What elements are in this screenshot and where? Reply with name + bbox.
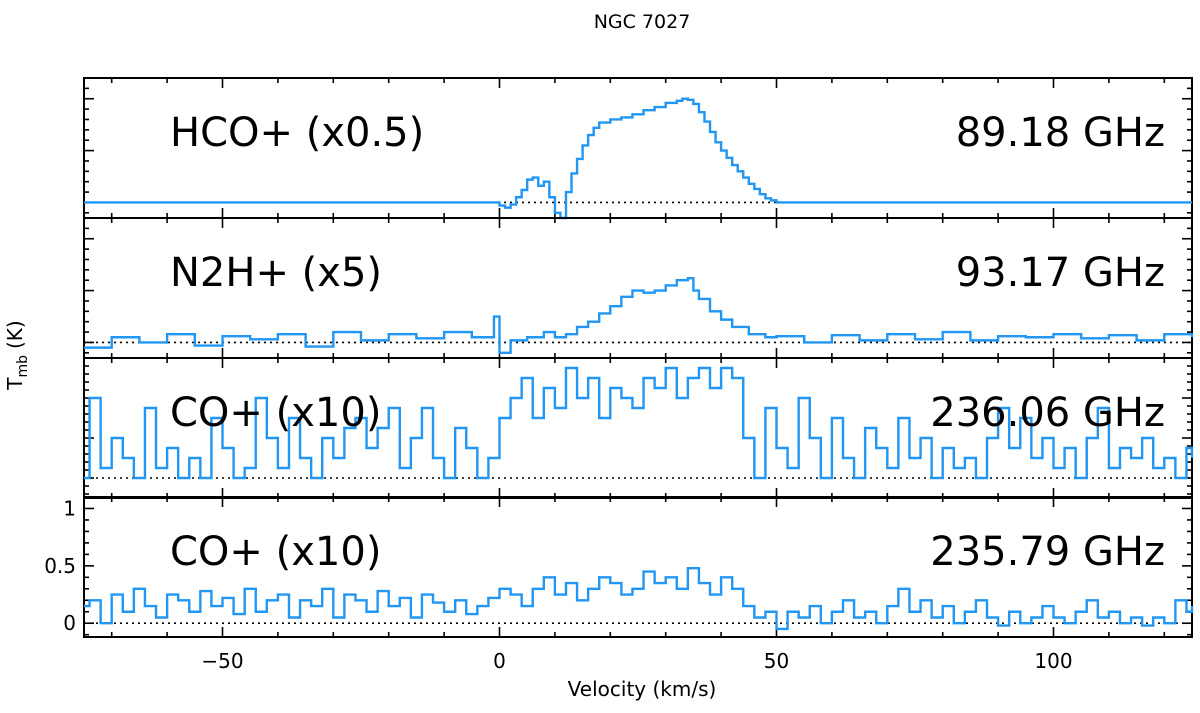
x-tick-label: 100 <box>1034 649 1072 673</box>
x-axis-label: Velocity (km/s) <box>568 677 717 701</box>
panel-frequency-label: 235.79 GHz <box>930 529 1165 575</box>
spectrum-panel-3: CO+ (x10) 236.06 GHz <box>83 357 1194 499</box>
y-tick-label: 1 <box>63 496 76 520</box>
chart-title: NGC 7027 <box>594 11 691 33</box>
y-axis-label-unit: (K) <box>3 320 27 349</box>
panel-line-label: CO+ (x10) <box>170 529 381 575</box>
panel-line-label: HCO+ (x0.5) <box>170 110 424 156</box>
y-axis-label-sub: mb <box>15 355 31 378</box>
x-tick-label: 0 <box>493 649 506 673</box>
y-tick-label: 0.5 <box>44 554 76 578</box>
spectrum-panel-4: 0 0.5 1 CO+ (x10) 235.79 GHz <box>44 496 1194 638</box>
y-tick-label: 0 <box>63 611 76 635</box>
spectrum-line <box>84 276 1194 355</box>
y-axis-label: Tmb (K) <box>3 320 31 390</box>
panel-line-label: N2H+ (x5) <box>170 250 382 296</box>
panel-line-label: CO+ (x10) <box>170 390 381 436</box>
spectrum-line <box>84 366 1194 480</box>
panel-frequency-label: 93.17 GHz <box>956 250 1165 296</box>
y-axis-label-main: T <box>3 377 27 391</box>
x-axis: −50 0 50 100 <box>201 649 1072 673</box>
x-tick-label: 50 <box>764 649 789 673</box>
spectrum-line <box>84 566 1194 631</box>
spectrum-panel-2: N2H+ (x5) 93.17 GHz <box>83 217 1194 359</box>
spectrum-line <box>84 97 1192 220</box>
spectrum-panel-1: HCO+ (x0.5) 89.18 GHz <box>83 77 1193 220</box>
panel-frequency-label: 236.06 GHz <box>930 390 1165 436</box>
panel-frequency-label: 89.18 GHz <box>956 110 1165 156</box>
panel-frame <box>83 496 1193 638</box>
x-tick-label: −50 <box>201 649 243 673</box>
panels-layer: HCO+ (x0.5) 89.18 GHz N2H+ (x5) 93.17 GHz CO… <box>44 77 1194 638</box>
